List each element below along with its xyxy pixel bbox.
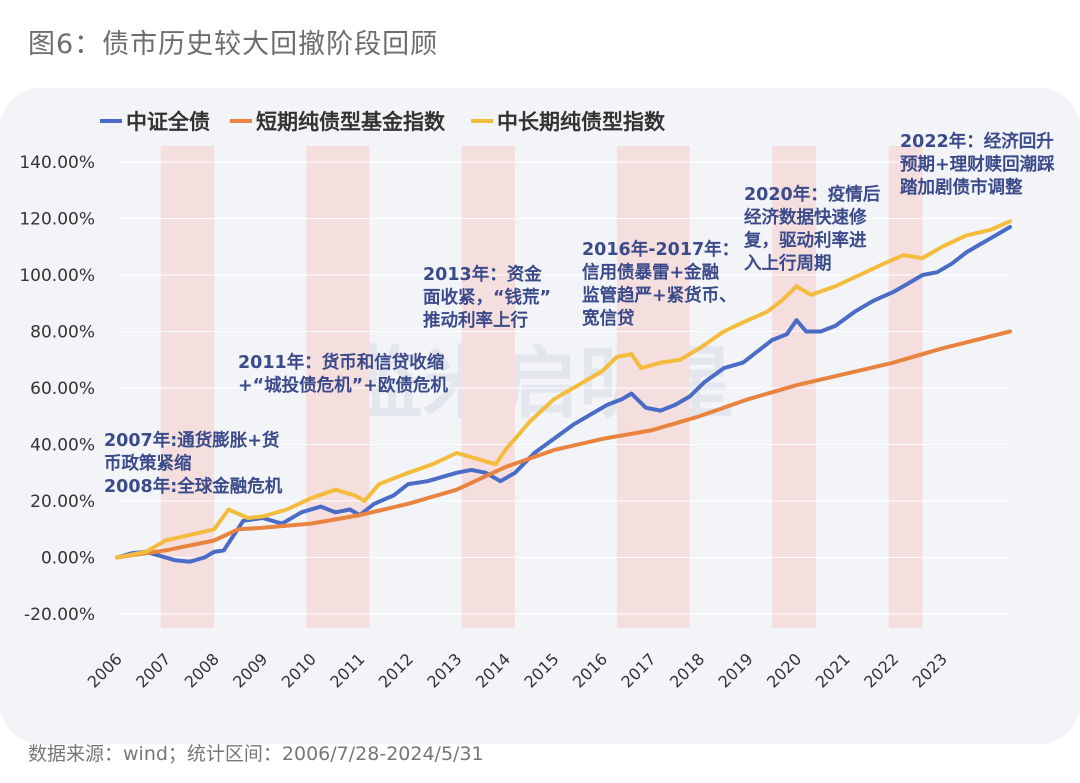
annotation-2-line: +“城投债危机”+欧债危机 [238,375,448,396]
y-tick-label: -20.00% [24,605,95,625]
data-source-note: 数据来源：wind；统计区间：2006/7/28-2024/5/31 [28,743,484,765]
legend-label-3: 中长期纯债型指数 [497,110,666,134]
annotation-4-line: 信用债暴雷+金融 [582,262,720,283]
annotation-6-line: 踏加剧债市调整 [900,177,1023,198]
annotation-1-line: 2008年:全球金融危机 [104,476,283,497]
x-tick-label: 2019 [715,649,757,691]
annotation-5-line: 经济数据快速修 [744,207,867,228]
x-tick-label: 2010 [278,649,320,691]
annotation-6-line: 预期+理财赎回潮踩 [900,154,1055,175]
shaded-period-4 [616,146,690,628]
y-tick-label: 140.00% [19,153,95,173]
x-tick-label: 2011 [326,649,368,691]
shaded-period-6 [888,146,923,628]
annotation-6-line: 2022年：经济回升 [900,131,1054,152]
shaded-period-3 [461,146,515,628]
x-tick-label: 2013 [423,649,465,691]
annotation-5-line: 入上行周期 [744,253,832,274]
annotation-3-line: 推动利率上行 [423,310,528,331]
legend-label-2: 短期纯债型基金指数 [256,110,446,134]
y-tick-label: 0.00% [41,549,95,569]
shaded-period-2 [306,146,370,628]
legend-label-1: 中证全债 [126,110,210,134]
annotation-4-line: 监管趋严+紧货币、 [582,285,737,306]
x-tick-label: 2020 [763,649,805,691]
annotation-3-line: 2013年：资金 [423,264,542,285]
x-tick-label: 2022 [860,649,902,691]
x-tick-label: 2021 [812,649,854,691]
y-tick-label: 60.00% [30,379,95,399]
annotation-5-line: 复，驱动利率进 [743,230,867,251]
annotation-4-line: 2016年-2017年： [582,239,739,260]
y-tick-label: 20.00% [30,492,95,512]
x-tick-label: 2009 [229,649,271,691]
series-line-3 [115,219,1012,560]
x-tick-label: 2017 [617,649,659,691]
x-tick-label: 2023 [909,649,951,691]
x-tick-label: 2006 [84,649,126,691]
annotation-1-line: 2007年:通货膨胀+货 [104,430,279,451]
y-tick-label: 100.00% [19,266,95,286]
annotation-2-line: 2011年：货币和信贷收缩 [238,352,444,373]
y-tick-label: 80.00% [30,323,95,343]
annotation-4-line: 宽信贷 [582,308,635,329]
x-tick-label: 2018 [666,649,708,691]
x-tick-label: 2015 [520,649,562,691]
x-tick-label: 2008 [181,649,223,691]
annotation-5-line: 2020年：疫情后 [744,184,881,205]
y-tick-label: 120.00% [19,210,95,230]
x-tick-label: 2012 [375,649,417,691]
figure-title: 图6：债市历史较大回撤阶段回顾 [28,29,439,60]
x-tick-label: 2007 [132,649,174,691]
x-tick-label: 2016 [569,649,611,691]
x-tick-label: 2014 [472,649,514,691]
annotation-1-line: 币政策紧缩 [104,453,192,474]
series-line-2 [115,329,1012,560]
y-tick-label: 40.00% [30,436,95,456]
annotation-3-line: 面收紧，“钱荒” [423,287,551,308]
